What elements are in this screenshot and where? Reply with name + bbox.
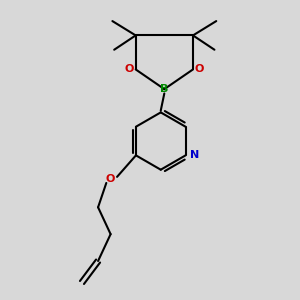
Text: O: O [106, 174, 115, 184]
Text: B: B [160, 84, 169, 94]
Text: O: O [194, 64, 204, 74]
Text: N: N [190, 150, 200, 160]
Text: O: O [125, 64, 134, 74]
